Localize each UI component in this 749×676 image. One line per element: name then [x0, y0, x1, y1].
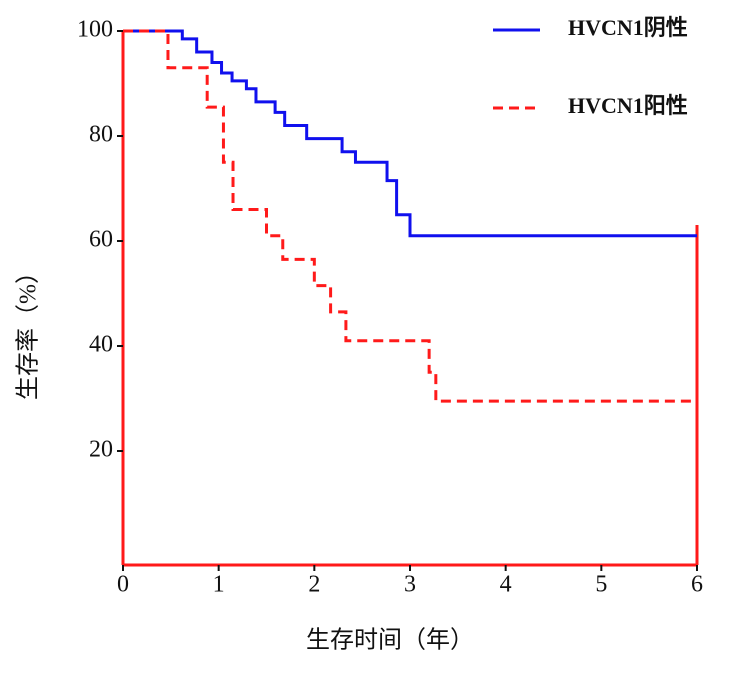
x-tick-label: 5 — [595, 572, 607, 598]
survival-line — [123, 29, 697, 403]
x-tick-label: 2 — [308, 572, 320, 598]
x-tick-label: 4 — [500, 572, 512, 598]
survival-line — [123, 29, 697, 238]
y-tick-label: 80 — [89, 122, 113, 148]
x-tick-label: 3 — [404, 572, 416, 598]
x-tick-label: 6 — [691, 572, 703, 598]
y-axis-label: 生存率（%） — [15, 260, 42, 400]
x-tick-label: 0 — [117, 572, 129, 598]
y-tick-label: 60 — [89, 227, 113, 253]
y-tick-label: 100 — [77, 17, 113, 43]
legend-label: HVCN1阴性 — [568, 15, 688, 40]
x-tick-label: 1 — [213, 572, 225, 598]
y-tick-label: 20 — [89, 437, 113, 463]
legend-label: HVCN1阳性 — [568, 93, 688, 118]
x-axis-label: 生存时间（年） — [306, 627, 474, 654]
y-tick-label: 40 — [89, 332, 113, 358]
